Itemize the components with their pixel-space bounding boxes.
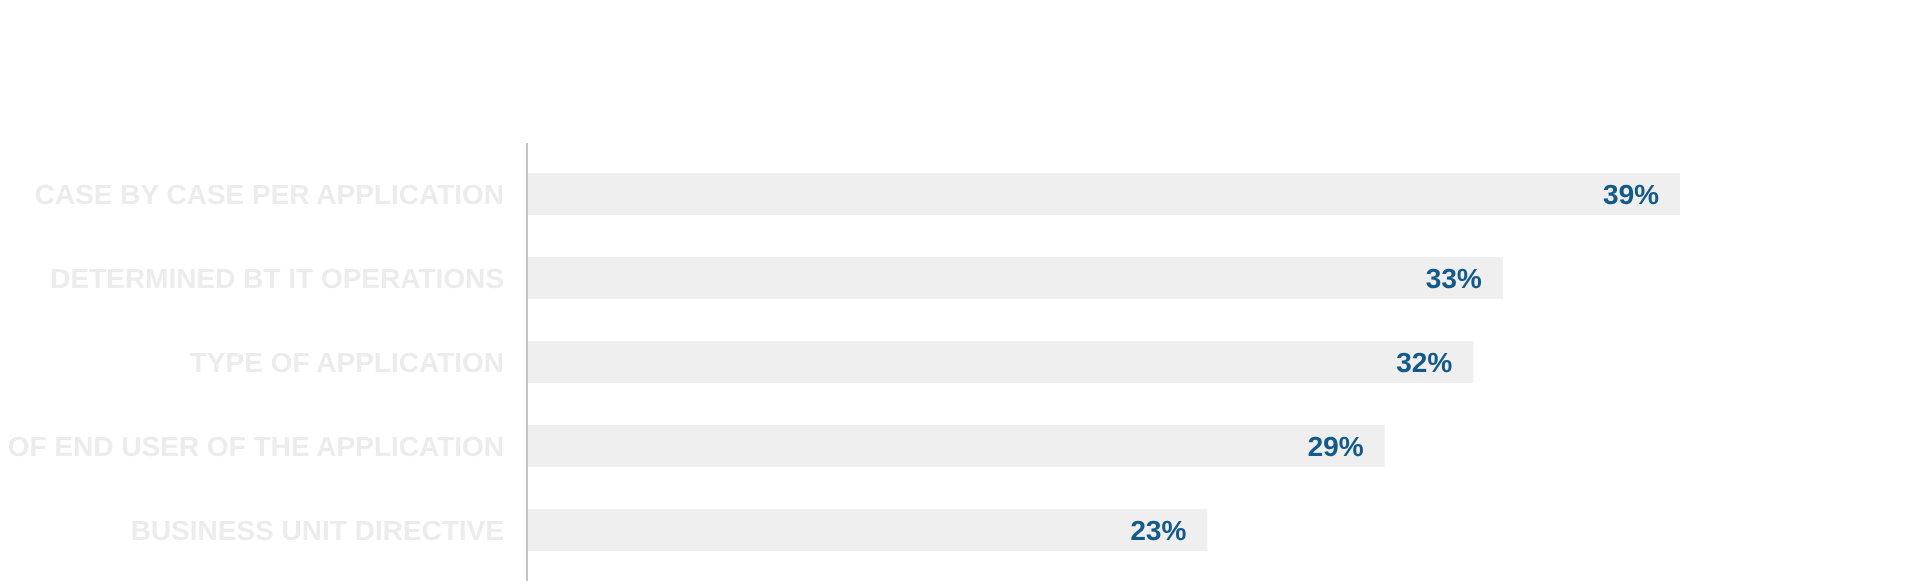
bar-2 bbox=[528, 257, 1503, 299]
value-label: 29% bbox=[1308, 431, 1364, 462]
bar-4 bbox=[528, 425, 1385, 467]
category-label: DETERMINED BT IT OPERATIONS bbox=[50, 263, 504, 294]
bar-1 bbox=[528, 173, 1681, 215]
category-label: CASE BY CASE PER APPLICATION bbox=[35, 179, 504, 210]
category-label: BUSINESS UNIT DIRECTIVE bbox=[131, 515, 504, 546]
category-label: TYPE OF APPLICATION bbox=[190, 347, 504, 378]
bars-group: CASE BY CASE PER APPLICATION 39% DETERMINE… bbox=[0, 173, 1681, 551]
bar-3 bbox=[528, 341, 1474, 383]
category-label: TYPE OF END USER OF THE APPLICATION bbox=[0, 431, 504, 462]
value-label: 23% bbox=[1130, 515, 1186, 546]
value-label: 33% bbox=[1426, 263, 1482, 294]
value-label: 32% bbox=[1396, 347, 1452, 378]
bar-5 bbox=[528, 509, 1208, 551]
value-label: 39% bbox=[1603, 179, 1659, 210]
